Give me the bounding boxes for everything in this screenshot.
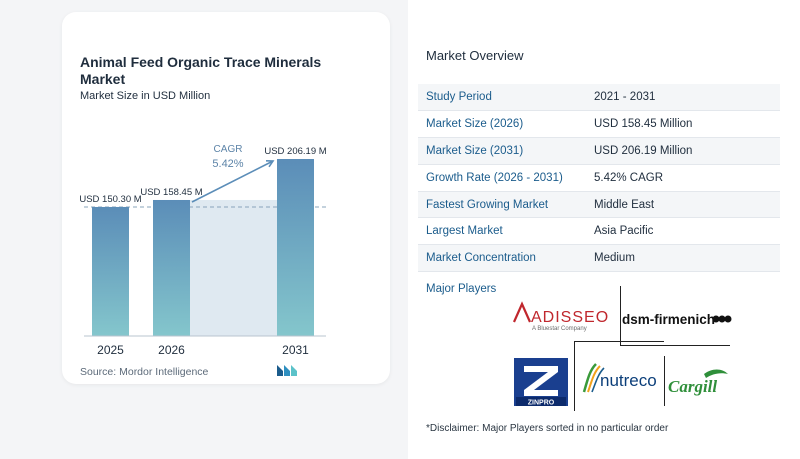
cagr-value: 5.42% bbox=[212, 158, 243, 170]
data-label-2031: USD 206.19 M bbox=[264, 146, 326, 157]
table-row: Market Concentration Medium bbox=[418, 244, 780, 273]
row-key: Fastest Growing Market bbox=[418, 191, 586, 219]
x-tick-2025: 2025 bbox=[97, 343, 124, 357]
row-value: USD 206.19 Million bbox=[586, 137, 780, 165]
table-row: Largest Market Asia Pacific bbox=[418, 217, 780, 246]
row-key: Study Period bbox=[418, 84, 586, 112]
row-value: Medium bbox=[586, 244, 780, 273]
row-value: 5.42% CAGR bbox=[586, 164, 780, 192]
major-players-label: Major Players bbox=[426, 283, 497, 295]
mordor-intelligence-logo-icon bbox=[277, 365, 297, 376]
svg-text:ZINPRO: ZINPRO bbox=[528, 400, 555, 407]
dsm-logo-frame bbox=[620, 286, 730, 346]
data-label-2025: USD 150.30 M bbox=[79, 194, 141, 205]
svg-text:Cargill: Cargill bbox=[668, 377, 717, 396]
row-value: 2021 - 2031 bbox=[586, 84, 780, 112]
row-key: Market Size (2026) bbox=[418, 110, 586, 139]
table-row: Fastest Growing Market Middle East bbox=[418, 191, 780, 219]
overview-table: Study Period 2021 - 2031 Market Size (202… bbox=[418, 84, 780, 273]
bar-2026 bbox=[153, 199, 190, 336]
nutreco-logo-frame bbox=[574, 341, 664, 411]
chart-title: Animal Feed Organic Trace Minerals Marke… bbox=[80, 54, 322, 87]
table-row: Study Period 2021 - 2031 bbox=[418, 84, 780, 112]
row-key: Growth Rate (2026 - 2031) bbox=[418, 164, 586, 192]
adisseo-logo: ADISSEO A Bluestar Company bbox=[512, 301, 609, 332]
table-row: Market Size (2031) USD 206.19 Million bbox=[418, 137, 780, 165]
row-value: USD 158.45 Million bbox=[586, 110, 780, 139]
source-note: Source: Mordor Intelligence bbox=[80, 366, 209, 378]
row-value: Asia Pacific bbox=[586, 217, 780, 246]
nutreco-logo: nutreco bbox=[582, 363, 657, 393]
table-row: Market Size (2026) USD 158.45 Million bbox=[418, 110, 780, 139]
cagr-label: CAGR bbox=[214, 144, 243, 155]
bar-chart: USD 150.30 M 2025 USD 158.45 M 2026 USD 206.… bbox=[79, 144, 326, 357]
row-key: Largest Market bbox=[418, 217, 586, 246]
growth-highlight-area bbox=[190, 199, 277, 336]
overview-title: Market Overview bbox=[426, 48, 524, 63]
row-key: Market Size (2031) bbox=[418, 137, 586, 165]
bar-2031 bbox=[277, 159, 314, 336]
svg-text:A Bluestar Company: A Bluestar Company bbox=[532, 326, 587, 332]
x-tick-2026: 2026 bbox=[158, 343, 185, 357]
data-label-2026: USD 158.45 M bbox=[140, 187, 202, 198]
cargill-logo: Cargill bbox=[668, 369, 728, 396]
cagr-arrow-head bbox=[265, 159, 275, 168]
cargill-logo-frame bbox=[664, 356, 730, 406]
row-key: Market Concentration bbox=[418, 244, 586, 273]
zinpro-logo: ZINPRO bbox=[512, 356, 570, 408]
x-tick-2031: 2031 bbox=[282, 343, 309, 357]
chart-subtitle: Market Size in USD Million bbox=[80, 90, 211, 102]
table-row: Growth Rate (2026 - 2031) 5.42% CAGR bbox=[418, 164, 780, 192]
dsm-firmenich-logo: dsm-firmenich bbox=[622, 312, 732, 327]
svg-text:ADISSEO: ADISSEO bbox=[531, 309, 609, 326]
svg-text:nutreco: nutreco bbox=[600, 371, 657, 390]
disclaimer: *Disclaimer: Major Players sorted in no … bbox=[426, 423, 669, 434]
row-value: Middle East bbox=[586, 191, 780, 219]
svg-text:dsm-firmenich: dsm-firmenich bbox=[622, 312, 715, 327]
cagr-arrow bbox=[191, 160, 274, 203]
bar-2025 bbox=[92, 206, 129, 336]
